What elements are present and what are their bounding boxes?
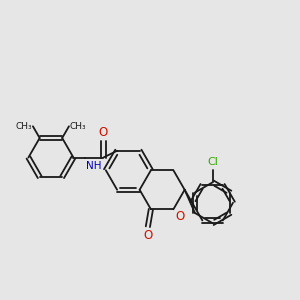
Text: CH₃: CH₃ xyxy=(70,122,86,130)
Text: NH: NH xyxy=(86,160,102,170)
Text: Cl: Cl xyxy=(207,157,218,167)
Text: CH₃: CH₃ xyxy=(15,122,32,130)
Text: O: O xyxy=(99,126,108,139)
Text: O: O xyxy=(175,211,184,224)
Text: O: O xyxy=(143,229,152,242)
